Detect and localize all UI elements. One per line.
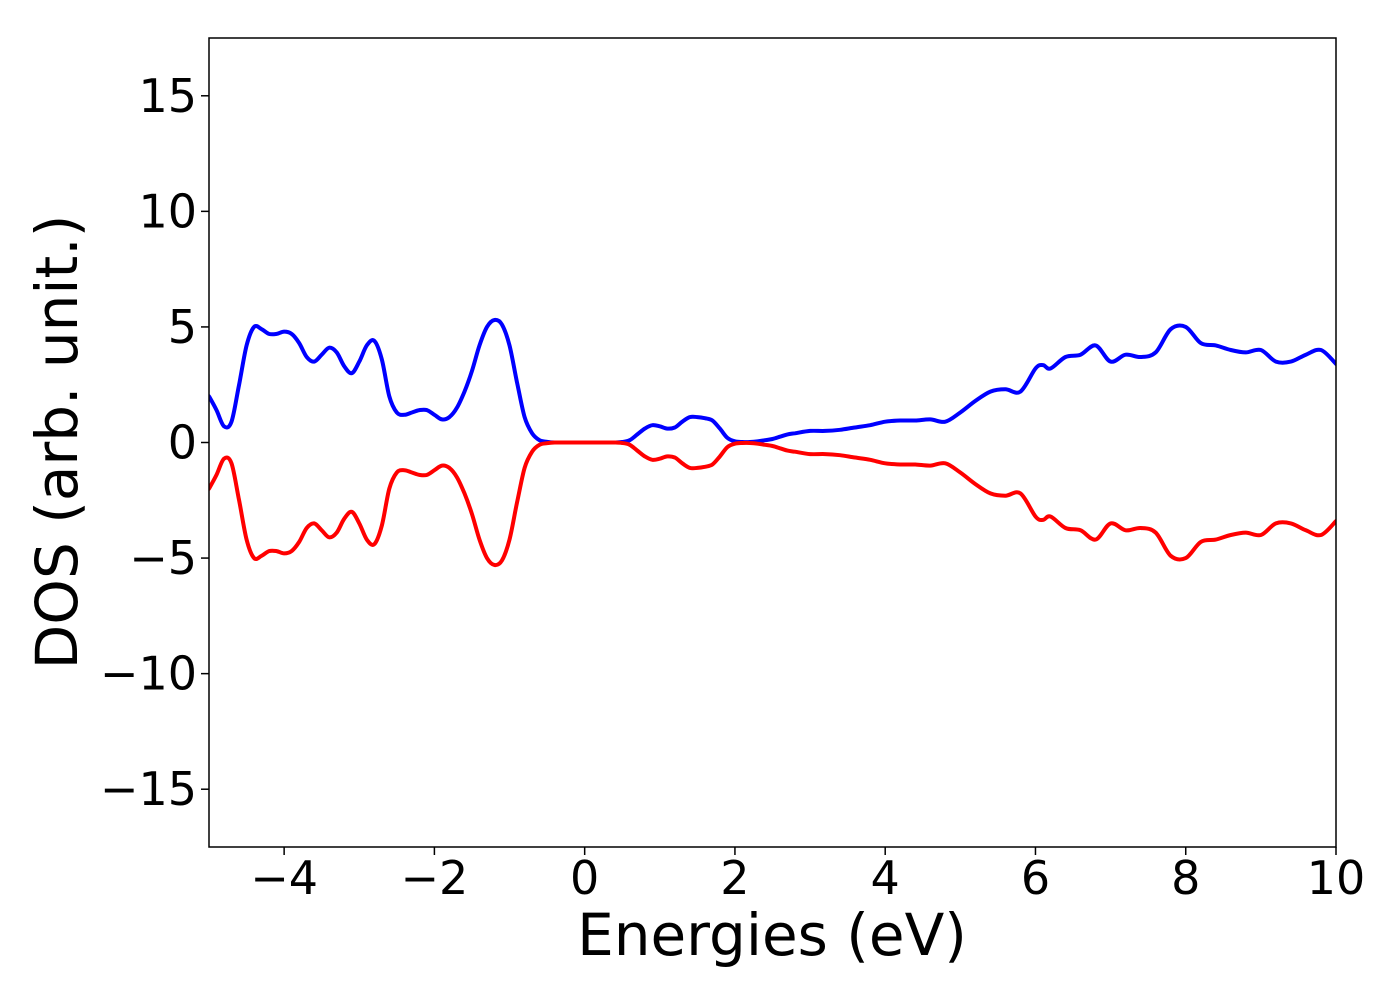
x-tick-label: −2 [400, 851, 468, 905]
y-tick-label: −15 [100, 762, 197, 816]
series-layer [209, 317, 1336, 568]
y-tick-label: −5 [129, 531, 197, 585]
x-tick-label: 6 [1021, 851, 1050, 905]
series-line-0 [209, 317, 1336, 445]
x-tick-label: 8 [1171, 851, 1200, 905]
plot-frame [208, 37, 1337, 848]
y-tick-label: 15 [138, 69, 197, 123]
x-axis-ticks: −4 −2 0 2 4 6 8 10 [250, 847, 1365, 905]
y-axis-ticks: −15 −10 −5 0 5 10 15 [100, 69, 209, 816]
x-tick-label: 4 [871, 851, 900, 905]
x-tick-label: 10 [1307, 851, 1366, 905]
y-axis-title: DOS (arb. unit.) [23, 215, 91, 670]
x-axis-title: Energies (eV) [577, 901, 967, 969]
y-tick-label: 0 [168, 416, 197, 470]
y-tick-label: 10 [138, 184, 197, 238]
x-tick-label: −4 [250, 851, 318, 905]
x-tick-label: 0 [570, 851, 599, 905]
y-tick-label: 5 [168, 300, 197, 354]
y-tick-label: −10 [100, 647, 197, 701]
series-line-1 [209, 440, 1336, 568]
x-tick-label: 2 [720, 851, 749, 905]
